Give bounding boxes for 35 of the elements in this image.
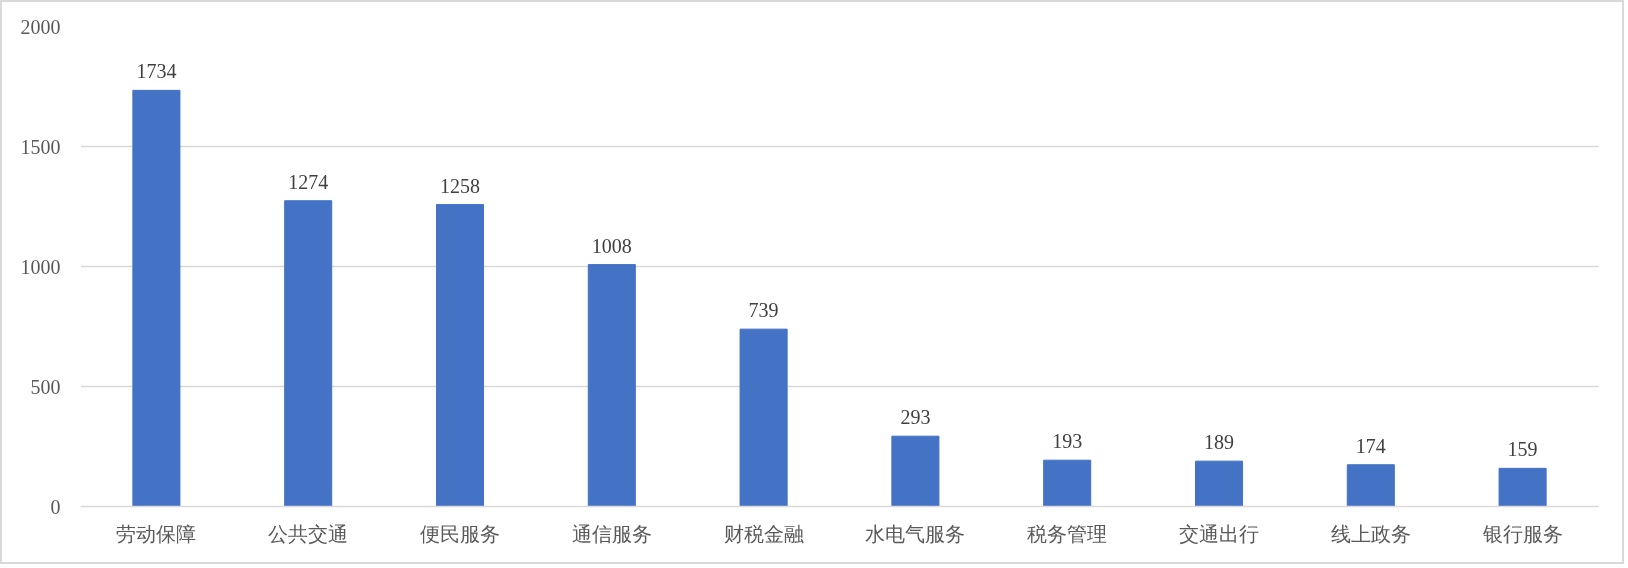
bar [435, 204, 485, 507]
bar [1498, 467, 1547, 507]
x-tick-label: 水电气服务 [865, 522, 966, 545]
bar [1194, 460, 1244, 507]
bar [739, 328, 788, 507]
x-tick-label: 线上政务 [1330, 522, 1411, 545]
data-label: 159 [1507, 438, 1538, 461]
x-tick-label: 交通出行 [1179, 522, 1259, 545]
x-tick-label: 通信服务 [571, 522, 652, 545]
x-tick-label: 劳动保障 [116, 522, 197, 545]
y-tick-label: 0 [50, 495, 61, 518]
x-tick-label: 便民服务 [420, 522, 500, 545]
bar [587, 264, 636, 507]
y-tick-label: 2000 [20, 15, 61, 38]
x-tick-label: 银行服务 [1481, 522, 1563, 545]
data-label: 293 [900, 406, 931, 429]
y-tick-label: 500 [30, 375, 61, 398]
y-tick-label: 1500 [20, 135, 61, 158]
data-label: 193 [1052, 430, 1083, 453]
bar [1043, 459, 1092, 507]
data-label: 1258 [440, 174, 480, 197]
data-label: 1274 [288, 170, 329, 193]
bar [284, 200, 333, 507]
data-label: 739 [748, 299, 779, 322]
x-tick-label: 公共交通 [268, 522, 349, 545]
data-label: 174 [1355, 434, 1386, 457]
x-tick-label: 财税金融 [723, 522, 804, 545]
bar [1346, 464, 1395, 507]
y-tick-label: 1000 [20, 255, 61, 278]
bar [132, 89, 181, 507]
data-label: 189 [1204, 431, 1234, 454]
data-label: 1008 [591, 234, 632, 257]
x-tick-label: 税务管理 [1027, 522, 1108, 545]
bar [891, 435, 940, 507]
data-label: 1734 [136, 60, 177, 83]
